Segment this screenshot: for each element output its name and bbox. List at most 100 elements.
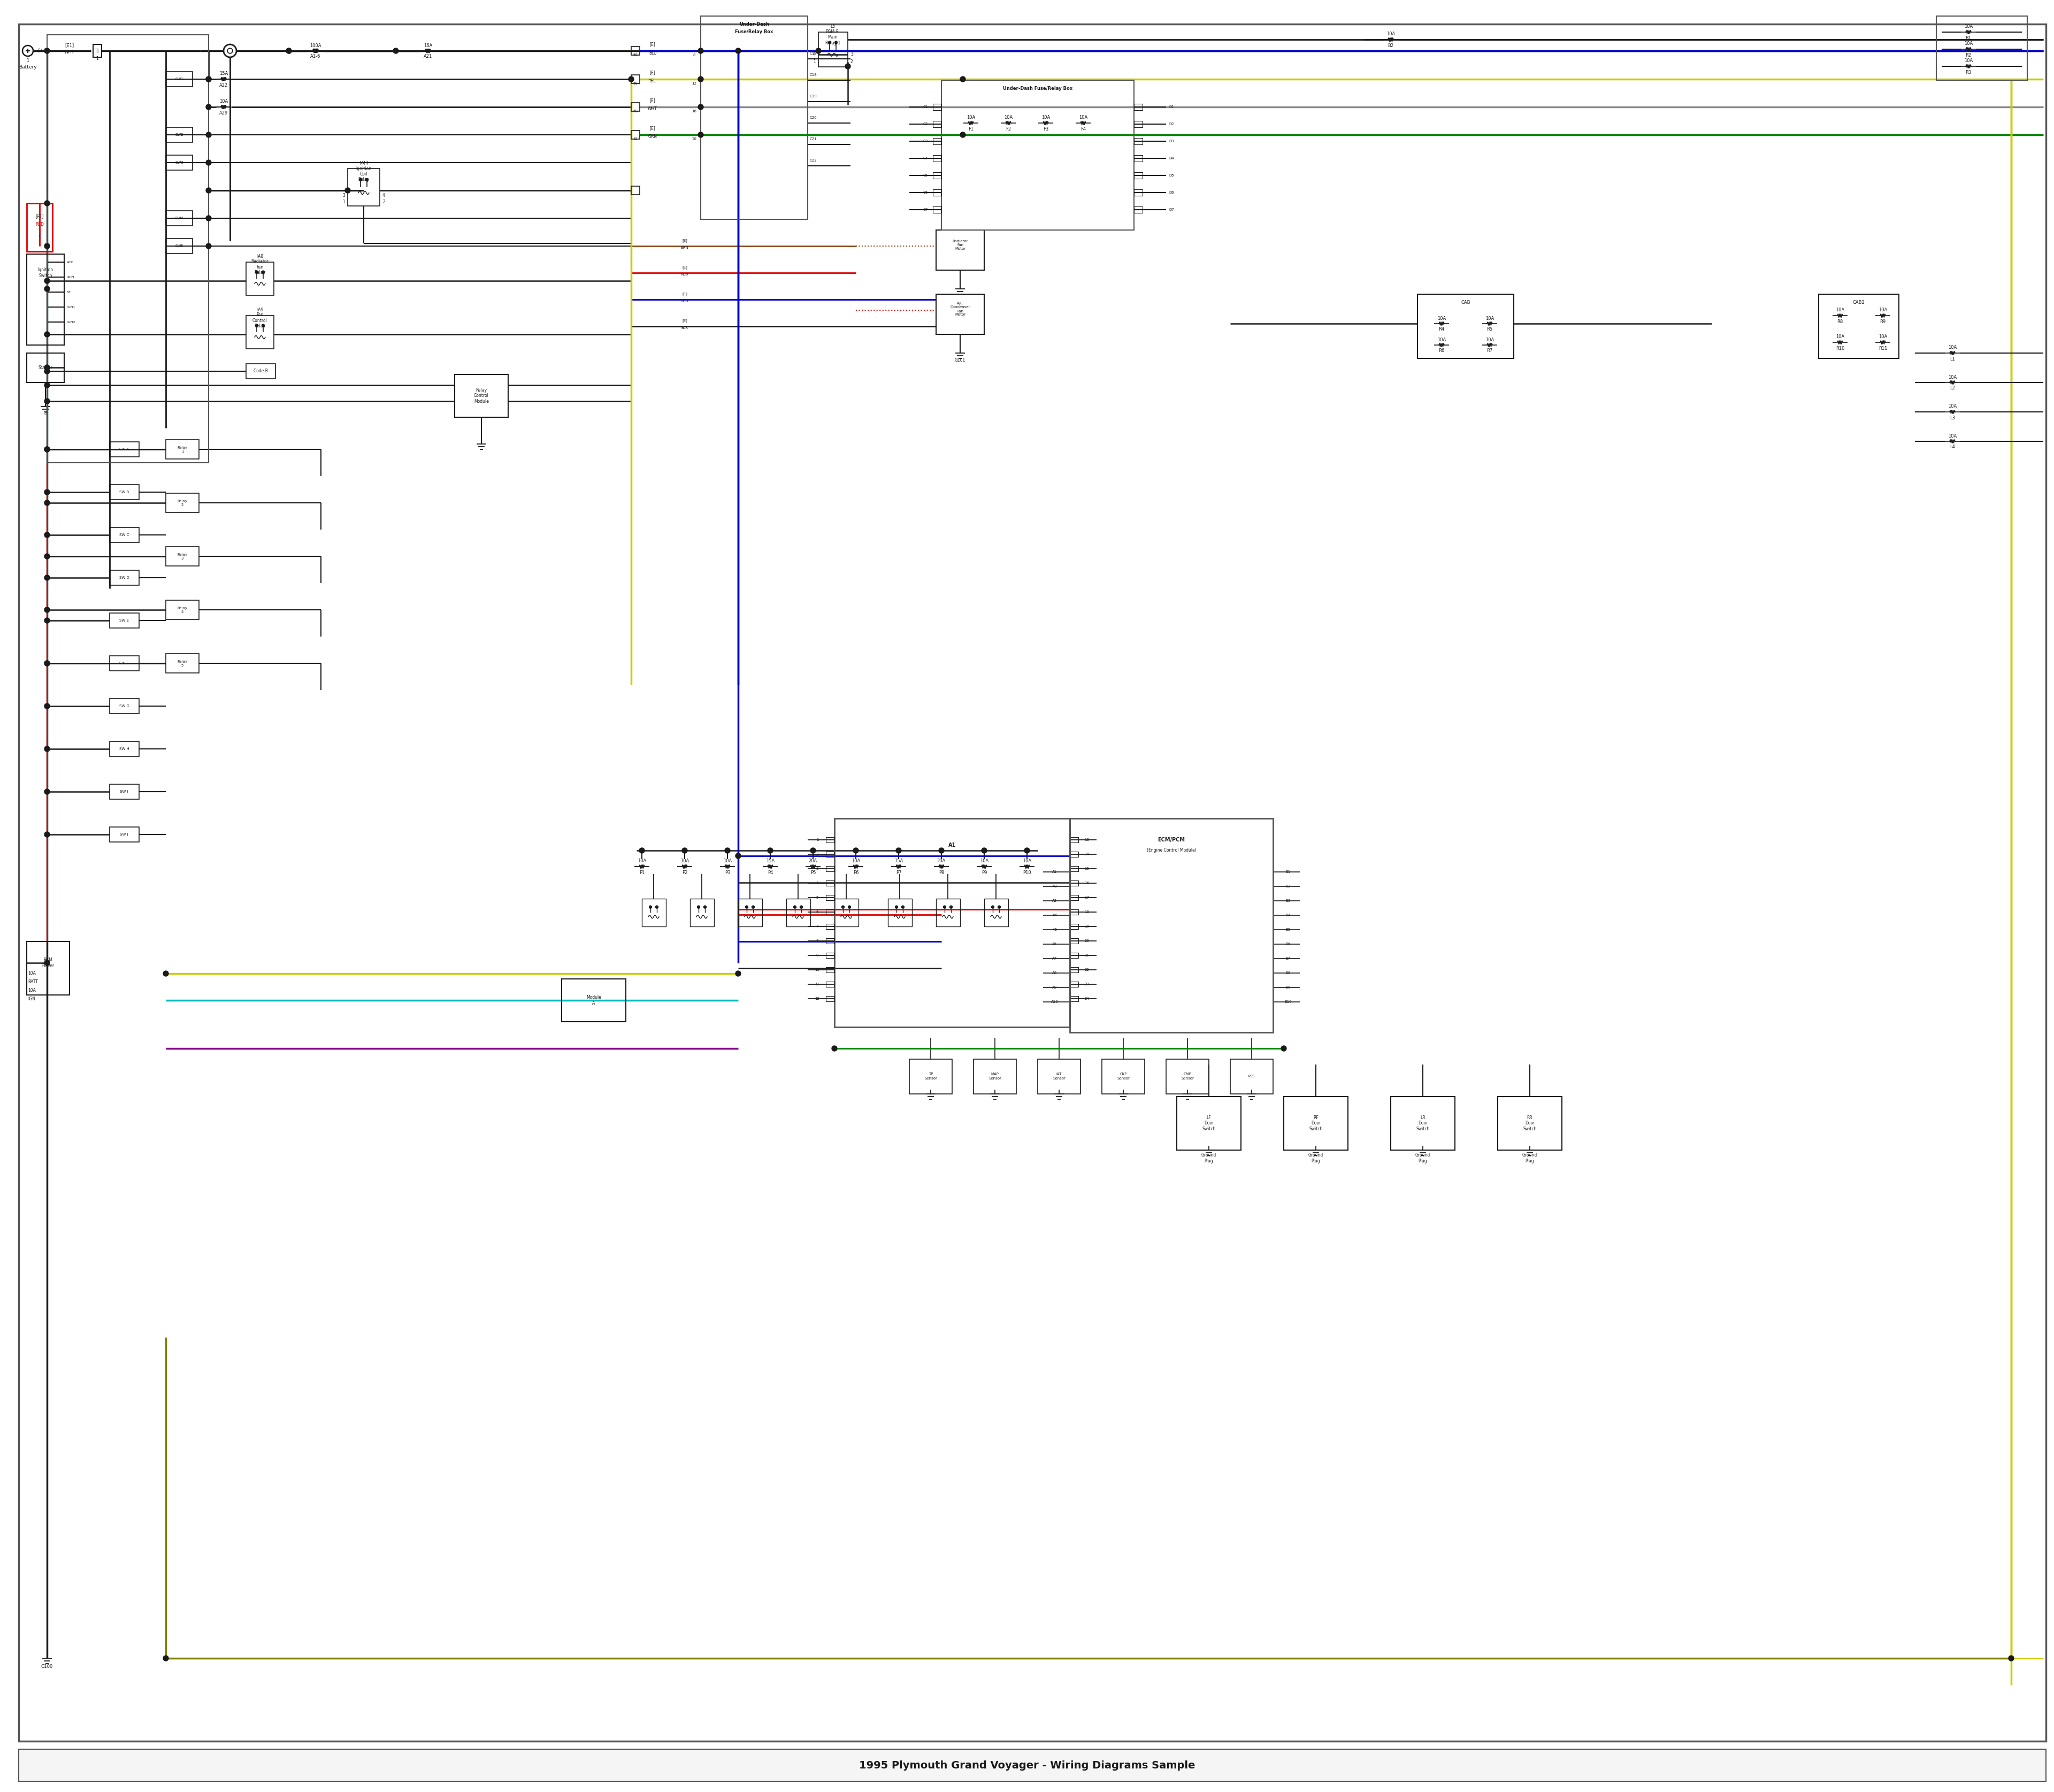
Text: [E]: [E] — [649, 99, 655, 102]
Bar — [700, 16, 807, 219]
Text: BATT: BATT — [29, 978, 37, 984]
Text: SW I: SW I — [119, 790, 127, 794]
Text: L1: L1 — [1949, 357, 1955, 362]
Bar — [1070, 996, 1078, 1002]
Circle shape — [45, 201, 49, 206]
Circle shape — [45, 489, 49, 495]
Circle shape — [649, 905, 651, 909]
Text: IGN: IGN — [29, 996, 35, 1002]
Circle shape — [45, 278, 49, 283]
Bar — [1134, 172, 1142, 179]
Text: 59: 59 — [633, 82, 639, 84]
Circle shape — [392, 48, 398, 54]
Text: BLU: BLU — [682, 299, 688, 303]
Text: Ignition
Switch: Ignition Switch — [37, 267, 53, 278]
Bar — [166, 211, 193, 226]
Circle shape — [698, 133, 702, 138]
Text: Ground
Plug: Ground Plug — [1415, 1152, 1430, 1163]
Bar — [1497, 1097, 1561, 1150]
Circle shape — [45, 961, 49, 966]
Bar — [92, 45, 101, 57]
Text: 14: 14 — [1085, 853, 1089, 857]
Text: 24: 24 — [1085, 996, 1089, 1000]
Text: P6: P6 — [852, 871, 859, 874]
Text: D3: D3 — [1169, 140, 1175, 143]
Text: P2: P2 — [682, 871, 688, 874]
Bar — [933, 190, 941, 195]
Text: RUN: RUN — [68, 276, 74, 278]
Circle shape — [982, 848, 986, 853]
Circle shape — [45, 500, 49, 505]
Text: 10A: 10A — [723, 858, 731, 864]
Text: Relay
3: Relay 3 — [177, 554, 187, 559]
Text: 2: 2 — [382, 199, 384, 204]
Text: SW1: SW1 — [175, 77, 183, 81]
Text: 10A: 10A — [1386, 32, 1395, 36]
Text: B2: B2 — [1389, 43, 1395, 48]
Bar — [937, 294, 984, 335]
Text: Battery: Battery — [18, 65, 37, 70]
Text: B8: B8 — [1286, 971, 1290, 975]
Text: PGM-FI
Main
Relay 1: PGM-FI Main Relay 1 — [826, 29, 840, 45]
Circle shape — [45, 532, 49, 538]
Bar — [109, 443, 140, 457]
Circle shape — [629, 77, 635, 82]
Bar — [834, 819, 1070, 1027]
Text: A1: A1 — [1052, 871, 1058, 873]
Bar — [1070, 866, 1078, 871]
Circle shape — [1282, 1047, 1286, 1052]
Text: A2: A2 — [1052, 885, 1058, 889]
Text: MAP
Sensor: MAP Sensor — [988, 1073, 1000, 1081]
Bar — [933, 120, 941, 127]
Text: 10A: 10A — [1438, 337, 1446, 342]
Circle shape — [698, 104, 702, 109]
Circle shape — [23, 45, 33, 56]
Text: 10A: 10A — [1947, 346, 1957, 349]
Text: Relay
4: Relay 4 — [177, 606, 187, 613]
Circle shape — [261, 271, 265, 274]
Bar — [826, 851, 834, 857]
Text: 20A: 20A — [937, 858, 945, 864]
Text: D7: D7 — [1169, 208, 1175, 211]
Bar — [1070, 851, 1078, 857]
Circle shape — [261, 324, 265, 326]
Text: SW H: SW H — [119, 747, 129, 751]
Text: Under-Dash: Under-Dash — [739, 22, 768, 27]
Text: ACC: ACC — [68, 262, 74, 263]
Text: 10A: 10A — [1836, 308, 1844, 312]
Circle shape — [205, 133, 212, 138]
Text: 16A: 16A — [423, 43, 431, 48]
Text: 4: 4 — [815, 882, 817, 885]
Text: C18: C18 — [809, 73, 817, 77]
Text: R1: R1 — [1966, 36, 1972, 41]
Text: L5: L5 — [830, 25, 836, 29]
Circle shape — [286, 48, 292, 54]
Text: 10A: 10A — [1879, 308, 1888, 312]
Text: 10A: 10A — [1836, 335, 1844, 339]
Circle shape — [366, 179, 368, 181]
Bar — [1070, 819, 1273, 1032]
Text: C3: C3 — [922, 140, 928, 143]
Text: 3: 3 — [850, 52, 852, 57]
Bar — [27, 353, 64, 382]
Text: B7: B7 — [1286, 957, 1290, 961]
Circle shape — [725, 848, 729, 853]
Circle shape — [45, 287, 49, 292]
Text: 1995 Plymouth Grand Voyager - Wiring Diagrams Sample: 1995 Plymouth Grand Voyager - Wiring Dia… — [859, 1760, 1195, 1770]
Text: 22: 22 — [1085, 968, 1089, 971]
Bar — [937, 229, 984, 271]
Bar — [1134, 120, 1142, 127]
Text: IA8: IA8 — [257, 254, 263, 260]
Circle shape — [205, 77, 212, 82]
Text: 59: 59 — [633, 54, 639, 57]
Text: A3: A3 — [1052, 900, 1058, 903]
Text: 10A: 10A — [1485, 315, 1493, 321]
Circle shape — [45, 554, 49, 559]
Bar — [1070, 880, 1078, 885]
Text: A1: A1 — [949, 842, 955, 848]
Bar — [826, 982, 834, 987]
Circle shape — [834, 41, 838, 43]
Bar — [166, 156, 193, 170]
Text: 3: 3 — [343, 194, 345, 197]
Text: C6: C6 — [922, 192, 928, 194]
